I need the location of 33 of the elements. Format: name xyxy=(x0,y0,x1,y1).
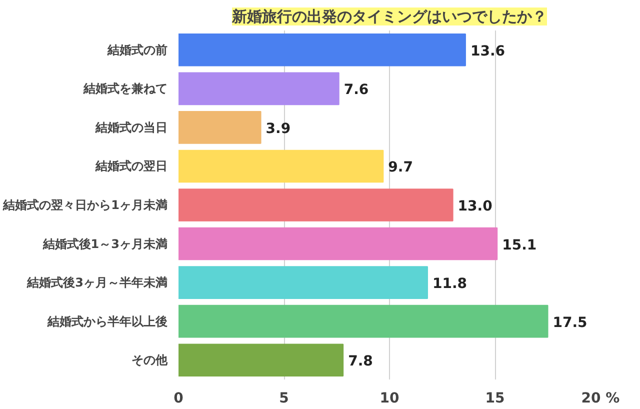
bar xyxy=(178,72,340,106)
x-tick-label: 0 xyxy=(174,390,184,406)
y-tick-label: 結婚式の当日 xyxy=(94,120,168,134)
data-label: 3.9 xyxy=(266,120,291,137)
data-label: 7.6 xyxy=(344,82,369,98)
y-tick-label: 結婚式から半年以上後 xyxy=(46,314,168,328)
bar xyxy=(178,188,454,222)
y-tick-label: 結婚式の翌日 xyxy=(94,159,168,174)
y-tick-label: 結婚式の翌々日から1ヶ月未満 xyxy=(2,198,168,212)
data-label: 15.1 xyxy=(502,237,537,254)
bar xyxy=(178,304,548,338)
y-tick-label: 結婚式の前 xyxy=(106,42,168,57)
bar xyxy=(178,227,498,260)
bar xyxy=(178,266,428,299)
data-label: 11.8 xyxy=(432,276,468,292)
bar xyxy=(178,150,384,183)
x-tick-label: 5 xyxy=(279,390,289,406)
y-tick-label: 結婚式後3ヶ月～半年未満 xyxy=(26,276,168,290)
data-label: 13.0 xyxy=(458,198,493,214)
x-tick-label: 10 xyxy=(380,390,400,406)
data-label: 9.7 xyxy=(388,160,413,176)
chart-title: 新婚旅行の出発のタイミングはいつでしたか？ xyxy=(231,8,547,26)
data-label: 17.5 xyxy=(552,314,588,331)
bar xyxy=(178,33,466,66)
x-tick-label: 20 % xyxy=(581,390,620,406)
data-label: 7.8 xyxy=(348,354,373,370)
y-tick-label: 結婚式後1～3ヶ月未満 xyxy=(42,236,168,251)
data-label: 13.6 xyxy=(470,43,506,60)
bar xyxy=(178,111,262,144)
bar xyxy=(178,344,344,377)
y-tick-label: その他 xyxy=(132,353,168,368)
x-tick-label: 15 xyxy=(485,390,505,406)
y-tick-label: 結婚式を兼ねて xyxy=(82,82,168,96)
